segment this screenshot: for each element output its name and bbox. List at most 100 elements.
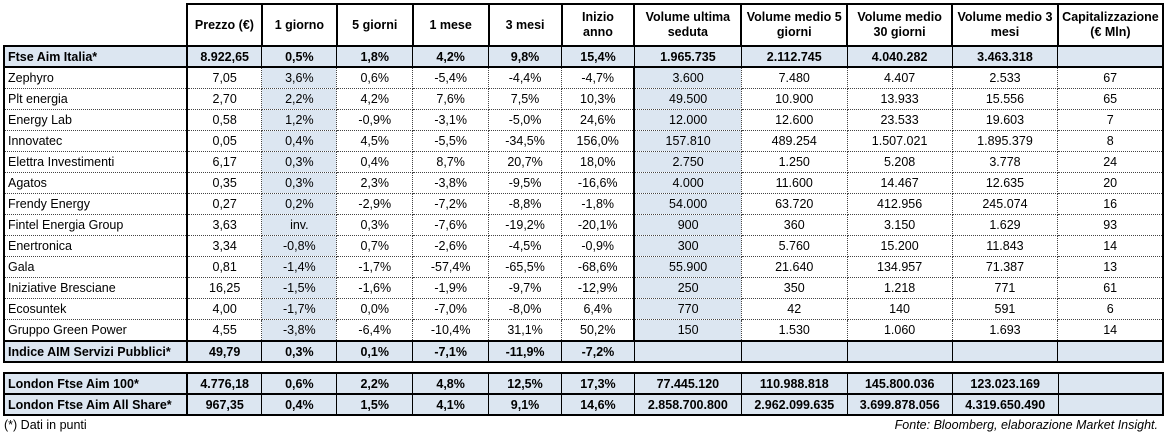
table-cell: -16,6% xyxy=(561,172,635,194)
table-cell: 4,5% xyxy=(336,130,414,152)
table-cell: 4,55 xyxy=(186,319,263,342)
column-header: 3 mesi xyxy=(487,3,563,47)
table-cell: 24 xyxy=(1057,151,1164,173)
table-cell: -3,1% xyxy=(412,109,490,131)
column-header: 1 giorno xyxy=(260,3,338,47)
table-cell: 1.965.735 xyxy=(633,45,742,68)
london-table: London Ftse Aim 100* 4.776,18 0,6% 2,2% 4,8%… xyxy=(3,372,1164,416)
table-cell: -10,4% xyxy=(412,319,490,342)
table-cell: 0,5% xyxy=(261,45,338,68)
table-cell: 7.480 xyxy=(740,67,848,89)
table-cell: 0,4% xyxy=(261,393,338,416)
table-cell: 2.962.099.635 xyxy=(740,393,848,416)
table-cell: -0,9% xyxy=(561,235,635,257)
table-cell: 2,3% xyxy=(336,172,414,194)
row-name: Fintel Energia Group xyxy=(3,214,188,236)
table-row: Indice AIM Servizi Pubblici* 49,79 0,3% 0,1… xyxy=(3,340,1164,363)
table-cell: -7,6% xyxy=(412,214,490,236)
table-cell: 0,4% xyxy=(336,151,414,173)
table-cell: 31,1% xyxy=(488,319,563,342)
header-row: Prezzo (€) 1 giorno 5 giorni 1 mese 3 mesi In… xyxy=(4,3,1164,47)
table-cell: -7,2% xyxy=(412,193,490,215)
table-row: Agatos 0,35 0,3% 2,3% -3,8% -9,5% -16,6% 4.000 1… xyxy=(3,172,1164,194)
table-cell: -3,8% xyxy=(261,319,338,342)
table-cell: 54.000 xyxy=(633,193,742,215)
table-cell: -7,2% xyxy=(561,340,635,363)
table-cell: -2,6% xyxy=(412,235,490,257)
table-cell: 0,27 xyxy=(186,193,263,215)
table-cell: -3,8% xyxy=(412,172,490,194)
table-cell: 5.208 xyxy=(846,151,953,173)
column-header: Inizio anno xyxy=(560,3,636,47)
table-cell: 157.810 xyxy=(633,130,742,152)
column-header: Volume medio 30 giorni xyxy=(846,3,954,47)
column-header: Capitalizzazione (€ Mln) xyxy=(1056,3,1164,47)
row-name: Ftse Aim Italia* xyxy=(3,45,188,68)
table-cell: -4,4% xyxy=(488,67,563,89)
table-cell: -1,9% xyxy=(412,277,490,299)
table-cell: 23.533 xyxy=(846,109,953,131)
row-name: Energy Lab xyxy=(3,109,188,131)
table-cell: 4.407 xyxy=(846,67,953,89)
table-cell: 16 xyxy=(1057,193,1164,215)
table-cell: -5,0% xyxy=(488,109,563,131)
table-cell: 42 xyxy=(740,298,848,320)
table-cell: 140 xyxy=(846,298,953,320)
table-cell: 24,6% xyxy=(561,109,635,131)
table-cell: 67 xyxy=(1057,67,1164,89)
table-cell: -68,6% xyxy=(561,256,635,278)
column-header: Volume ultima seduta xyxy=(633,3,743,47)
table-cell: -11,9% xyxy=(488,340,563,363)
table-cell: 1.060 xyxy=(846,319,953,342)
table-cell: 3.778 xyxy=(951,151,1059,173)
table-row: London Ftse Aim All Share* 967,35 0,4% 1,5%… xyxy=(3,393,1164,416)
table-cell: 0,3% xyxy=(336,214,414,236)
table-cell: 50,2% xyxy=(561,319,635,342)
table-cell xyxy=(951,340,1059,363)
table-cell: 55.900 xyxy=(633,256,742,278)
table-cell: 0,3% xyxy=(261,340,338,363)
table-cell: 156,0% xyxy=(561,130,635,152)
table-cell: 19.603 xyxy=(951,109,1059,131)
table-cell xyxy=(1057,340,1164,363)
table-cell: 15.200 xyxy=(846,235,953,257)
table-cell: 123.023.169 xyxy=(951,372,1059,395)
table-cell: 0,6% xyxy=(261,372,338,395)
table-cell: -1,5% xyxy=(261,277,338,299)
table-row: Plt energia 2,70 2,2% 4,2% 7,6% 7,5% 10,3% 49.5… xyxy=(3,88,1164,110)
table-cell: 2,2% xyxy=(336,372,414,395)
table-cell: 20 xyxy=(1057,172,1164,194)
table-cell: -1,6% xyxy=(336,277,414,299)
table-cell xyxy=(1057,45,1164,68)
table-cell: 134.957 xyxy=(846,256,953,278)
table-cell: 3,34 xyxy=(186,235,263,257)
table-cell: -4,5% xyxy=(488,235,563,257)
table-cell: 49.500 xyxy=(633,88,742,110)
table-cell: 49,79 xyxy=(186,340,263,363)
table-cell: -0,8% xyxy=(261,235,338,257)
table-cell: 1.530 xyxy=(740,319,848,342)
table-cell xyxy=(1057,372,1164,395)
table-cell: 1,2% xyxy=(261,109,338,131)
table-cell: -1,7% xyxy=(336,256,414,278)
table-cell: 145.800.036 xyxy=(846,372,953,395)
table-row: Enertronica 3,34 -0,8% 0,7% -2,6% -4,5% -0,9% 3… xyxy=(3,235,1164,257)
table-cell: 2,70 xyxy=(186,88,263,110)
table-cell: 4,1% xyxy=(412,393,490,416)
table-cell: 6,17 xyxy=(186,151,263,173)
table-cell: 7,05 xyxy=(186,67,263,89)
table-cell: 12.000 xyxy=(633,109,742,131)
table-cell: 7,6% xyxy=(412,88,490,110)
table-cell: 12.600 xyxy=(740,109,848,131)
table-cell: 1.250 xyxy=(740,151,848,173)
table-row: Ecosuntek 4,00 -1,7% 0,0% -7,0% -8,0% 6,4% 770 4… xyxy=(3,298,1164,320)
source-note: Fonte: Bloomberg, elaborazione Market In… xyxy=(894,418,1158,432)
table-cell: 14 xyxy=(1057,235,1164,257)
table-cell: 0,05 xyxy=(186,130,263,152)
table-cell: 3,63 xyxy=(186,214,263,236)
table-cell: 12.635 xyxy=(951,172,1059,194)
table-cell: 1.693 xyxy=(951,319,1059,342)
table-cell: 63.720 xyxy=(740,193,848,215)
table-cell: -1,4% xyxy=(261,256,338,278)
table-cell: 8.922,65 xyxy=(186,45,263,68)
